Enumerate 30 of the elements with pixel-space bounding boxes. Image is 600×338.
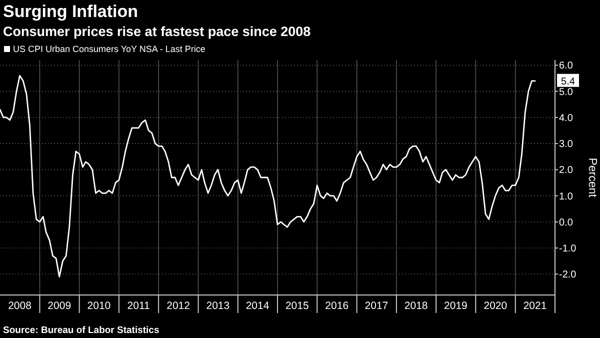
line-series — [0, 74, 536, 278]
y-tick-label: 4.0 — [559, 112, 574, 124]
y-tick-label: 1.0 — [559, 191, 574, 202]
x-tick-label: 2019 — [444, 300, 468, 312]
y-tick-label: -2.0 — [559, 270, 577, 281]
x-tick-label: 2018 — [404, 300, 428, 312]
x-tick-label: 2010 — [87, 300, 111, 312]
annotation: 5.4 — [561, 76, 576, 88]
x-tick-label: 2016 — [325, 300, 349, 312]
x-tick-label: 2014 — [246, 300, 270, 312]
x-tick-label: 2012 — [166, 300, 190, 312]
y-tick-label: 6.0 — [559, 60, 574, 72]
x-tick-label: 2021 — [523, 300, 547, 312]
x-tick-label: 2013 — [206, 300, 230, 312]
y-tick-label: 3.0 — [559, 139, 574, 150]
x-tick-label: 2015 — [285, 300, 309, 312]
legend-label: US CPI Urban Consumers YoY NSA - Last Price — [13, 44, 206, 54]
chart-title: Surging Inflation — [3, 2, 138, 21]
y-axis-title: Percent — [586, 158, 598, 198]
x-tick-label: 2008 — [8, 300, 32, 312]
y-tick-label: 5.0 — [559, 86, 574, 98]
x-tick-label: 2011 — [127, 300, 150, 312]
source-note: Source: Bureau of Labor Statistics — [3, 325, 160, 336]
x-tick-label: 2009 — [48, 300, 72, 312]
y-tick-label: 2.0 — [559, 165, 574, 176]
x-tick-label: 2017 — [364, 300, 388, 312]
chart-subtitle: Consumer prices rise at fastest pace since 2008 — [3, 24, 312, 39]
x-tick-label: 2020 — [484, 300, 508, 312]
y-tick-label: -1.0 — [559, 244, 577, 254]
y-tick-label: 0.0 — [559, 217, 574, 228]
